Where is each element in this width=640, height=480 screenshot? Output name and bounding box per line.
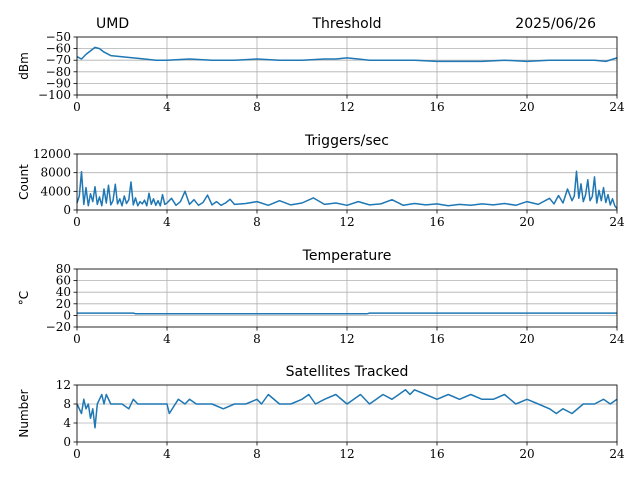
threshold-series-line (76, 46, 618, 63)
y-tick-label: 12 (56, 378, 71, 392)
x-tick-label: 0 (73, 447, 81, 461)
y-tick-label: 0 (63, 435, 71, 449)
temperature-series-line (77, 312, 617, 315)
x-tick-label: 16 (429, 447, 444, 461)
x-tick-label: 12 (339, 100, 354, 114)
x-tick-label: 16 (429, 215, 444, 229)
x-tick-label: 16 (429, 100, 444, 114)
panel-threshold: 0 4 8 12 16 20 24 −100−90−80−70−60−50 Threshold d… (17, 16, 625, 114)
triggers-title: Triggers/sec (304, 133, 389, 149)
y-tick-label: 4000 (40, 184, 71, 198)
triggers-ylabel: Count (17, 164, 31, 200)
x-tick-label: 0 (73, 332, 81, 346)
y-tick-label: −50 (46, 30, 71, 44)
y-tick-label: 8 (63, 397, 71, 411)
y-tick-label: 40 (56, 285, 71, 299)
x-tick-label: 4 (163, 215, 171, 229)
x-tick-label: 8 (253, 447, 261, 461)
panel-satellites: 0 4 8 12 16 20 24 0 4 8 12 Satellites Tracked Number (17, 364, 625, 461)
x-tick-label: 20 (519, 100, 534, 114)
y-tick-label: 80 (56, 262, 71, 276)
x-tick-label: 20 (519, 447, 534, 461)
y-tick-label: 0 (63, 308, 71, 322)
y-tick-label: 4 (63, 416, 71, 430)
x-tick-label: 12 (339, 332, 354, 346)
panel-triggers: 0 4 8 12 16 20 24 0 4000 8000 12000 Triggers/sec Cou… (17, 133, 625, 229)
chart-panels: 0 4 8 12 16 20 24 −100−90−80−70−60−50 Threshold d… (17, 16, 625, 461)
temperature-ylabel: °C (17, 291, 31, 305)
x-tick-label: 20 (519, 215, 534, 229)
y-tick-label: −100 (38, 88, 71, 102)
threshold-title: Threshold (312, 16, 382, 32)
header-site-label: UMD (96, 16, 129, 32)
x-tick-label: 20 (519, 332, 534, 346)
x-tick-label: 0 (73, 215, 81, 229)
threshold-ylabel: dBm (17, 52, 31, 80)
x-tick-label: 4 (163, 100, 171, 114)
x-tick-label: 12 (339, 447, 354, 461)
x-tick-label: 24 (609, 215, 625, 229)
x-tick-label: 8 (253, 215, 261, 229)
y-tick-label: −20 (46, 320, 71, 334)
x-tick-label: 24 (609, 100, 625, 114)
x-tick-label: 8 (253, 332, 261, 346)
y-tick-label: −70 (46, 53, 71, 67)
y-tick-label: 60 (56, 274, 71, 288)
satellites-title: Satellites Tracked (286, 364, 409, 380)
x-tick-label: 8 (253, 100, 261, 114)
x-tick-label: 4 (163, 332, 171, 346)
x-tick-label: 12 (339, 215, 354, 229)
y-tick-label: −90 (46, 76, 71, 90)
x-tick-label: 16 (429, 332, 444, 346)
header-date-label: 2025/06/26 (515, 16, 596, 32)
y-tick-label: 20 (56, 297, 71, 311)
x-tick-label: 24 (609, 447, 625, 461)
temperature-title: Temperature (302, 248, 392, 264)
y-tick-label: 0 (63, 203, 71, 217)
y-tick-label: −60 (46, 42, 71, 56)
triggers-series-line (76, 170, 618, 210)
satellites-series-line (76, 389, 618, 429)
x-tick-label: 0 (73, 100, 81, 114)
x-tick-label: 24 (609, 332, 625, 346)
satellites-ylabel: Number (17, 389, 31, 437)
x-tick-label: 4 (163, 447, 171, 461)
y-tick-label: 12000 (33, 147, 71, 161)
y-tick-label: 8000 (40, 166, 71, 180)
y-tick-label: −80 (46, 65, 71, 79)
